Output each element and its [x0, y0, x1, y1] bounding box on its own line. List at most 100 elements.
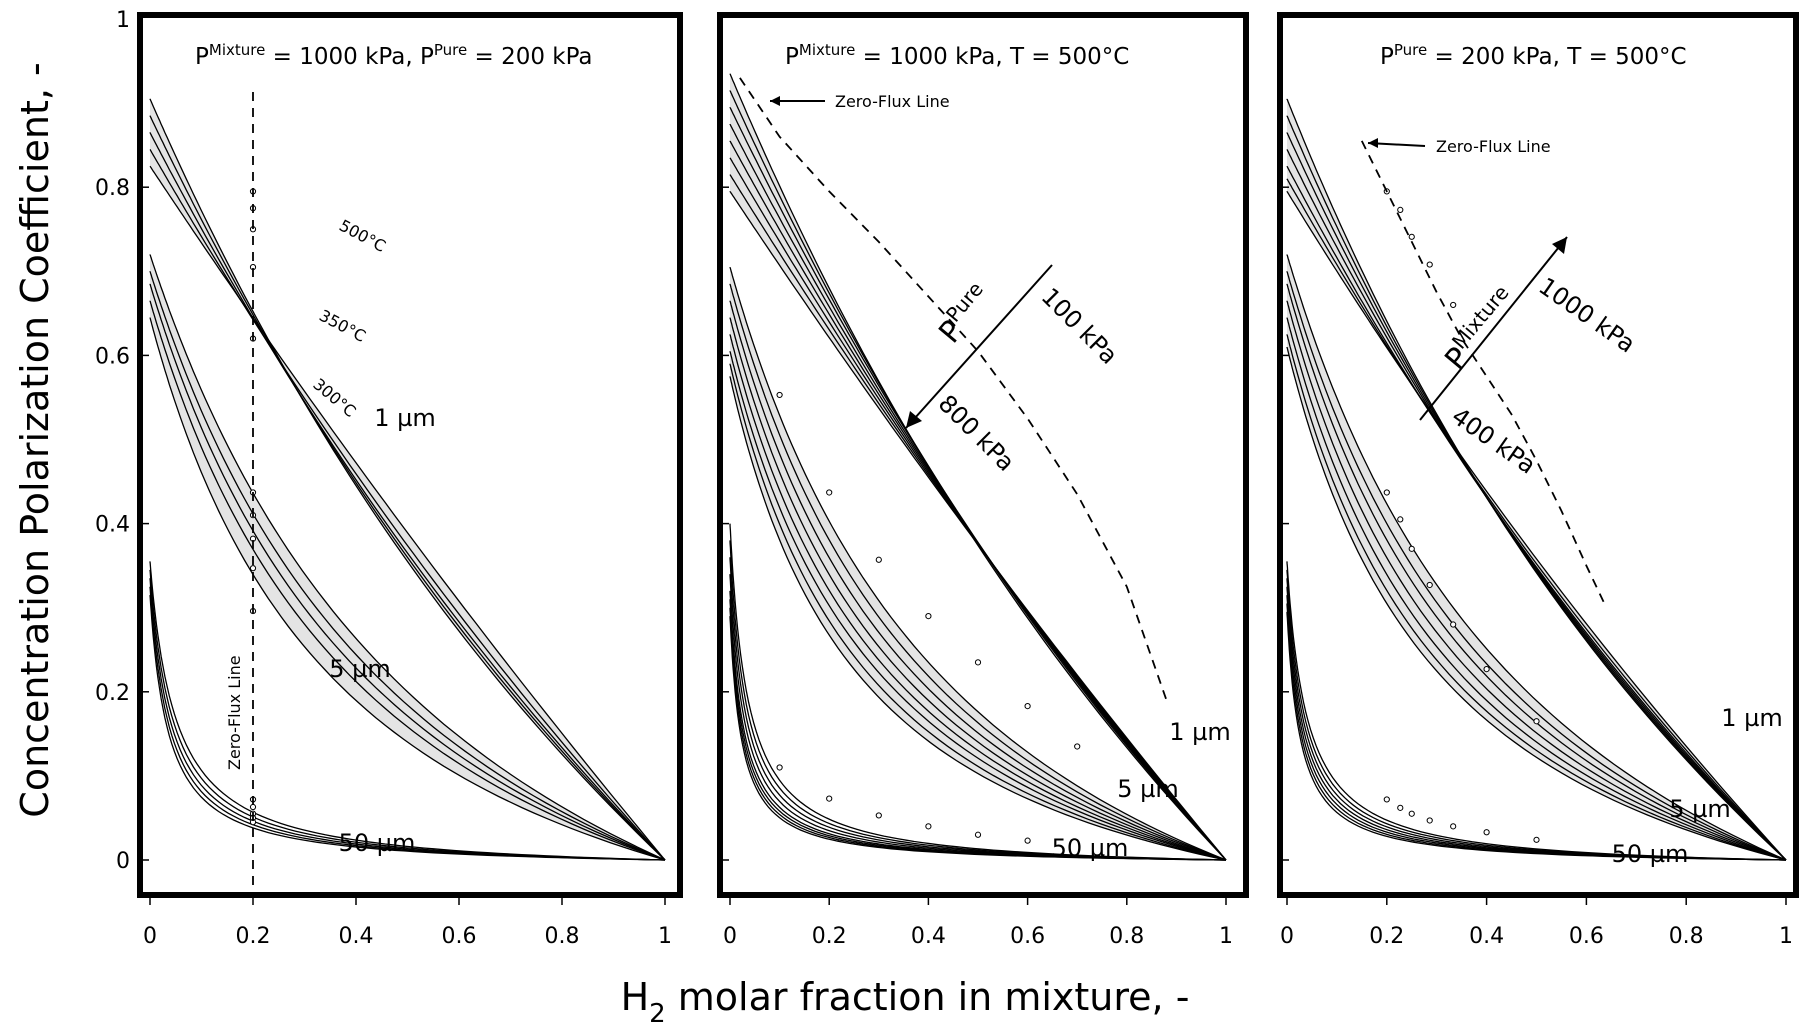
panels: Zero-Flux Line 0 0.2 0.4 0.6 0.8 1 0 0.2 0.4 0.6 0.… [95, 8, 1799, 949]
series-line [729, 73, 1227, 861]
pressure-arrow [1419, 236, 1568, 421]
series-line [149, 300, 666, 861]
arrow-head [906, 411, 922, 428]
panel-title-part: P [195, 44, 209, 70]
data-point [1024, 837, 1031, 844]
panel-title-part: P [785, 44, 799, 70]
data-point [1450, 621, 1457, 628]
series-line [1286, 271, 1787, 861]
data-point [1533, 718, 1540, 725]
series-line [729, 174, 1227, 861]
x-tick-label: 0.8 [1109, 924, 1144, 949]
panel-2: 0 0.2 0.4 0.6 0.8 1 PMixture = 1000 kPa, T = 5… [717, 12, 1249, 949]
x-tick-label: 1 [1219, 924, 1233, 949]
curve-group-1 [729, 73, 1227, 861]
series-line [1286, 191, 1787, 861]
data-point [974, 831, 982, 838]
series-line [149, 283, 666, 861]
data-point [1426, 817, 1433, 824]
series-line [1286, 317, 1787, 861]
x-axis-title-part-3: molar fraction in mixture, - [666, 975, 1190, 1019]
panel-title-part: = 1000 kPa, P [265, 44, 434, 70]
pressure-range-end: 800 kPa [933, 389, 1020, 476]
y-tick-label: 0.8 [95, 176, 130, 201]
x-tick-label: 0.6 [1569, 924, 1604, 949]
data-point [1450, 823, 1457, 830]
curve-group-label: 5 µm [1669, 795, 1731, 823]
curve-group-1 [1286, 98, 1787, 861]
data-point [1383, 796, 1390, 803]
data-point [776, 764, 783, 771]
y-tick-label: 1 [116, 8, 130, 33]
panel-title: PMixture = 1000 kPa, T = 500°C [785, 41, 1129, 70]
curve-group-label: 50 µm [1052, 834, 1129, 862]
data-point [826, 795, 833, 802]
data-point [1450, 301, 1457, 309]
data-point [776, 391, 783, 399]
panel-frame [137, 12, 683, 898]
curve-group-label: 1 µm [374, 404, 436, 432]
data-point [974, 659, 982, 666]
curve-group-1 [149, 98, 666, 861]
data-point [925, 823, 932, 830]
data-point [1533, 836, 1540, 843]
zero-flux-label: Zero-Flux Line [835, 92, 950, 111]
zero-flux-label: Zero-Flux Line [1436, 137, 1551, 156]
data-point [1483, 829, 1490, 836]
arrow-head [1552, 237, 1567, 254]
zero-flux-line [739, 77, 1168, 701]
data-point [875, 556, 882, 563]
series-line [729, 90, 1227, 861]
curve-group-label: 1 µm [1169, 718, 1231, 746]
panel-frame [1277, 12, 1799, 898]
x-tick-label: 0.4 [339, 924, 374, 949]
arrow-head [1368, 138, 1378, 148]
series-line [1286, 334, 1787, 861]
data-point [1397, 804, 1404, 811]
curve-group-2 [729, 267, 1227, 861]
panel-title-part: Pure [434, 41, 467, 59]
panel-title-part: Pure [1394, 41, 1427, 59]
curve-group-2 [1286, 254, 1787, 861]
series-line [149, 254, 666, 861]
series-line [149, 595, 666, 861]
series-line [1286, 283, 1787, 861]
panel-title-part: = 1000 kPa, T = 500°C [855, 44, 1129, 70]
x-tick-label: 0 [723, 924, 737, 949]
panel-title-part: Mixture [799, 41, 855, 59]
panel-3: 0 0.2 0.4 0.6 0.8 1 PPure = 200 kPa, T = 500°C… [1277, 12, 1799, 949]
curve-group-3 [149, 561, 666, 861]
data-point [1426, 581, 1433, 589]
y-tick-label: 0.2 [95, 681, 130, 706]
series-line [729, 283, 1227, 861]
data-point [875, 812, 882, 819]
temperature-label: 350°C [316, 306, 369, 346]
curve-group-label: 5 µm [329, 655, 391, 683]
pressure-arrow [905, 264, 1053, 429]
x-tick-label: 1 [658, 924, 672, 949]
panel-title: PMixture = 1000 kPa, PPure = 200 kPa [195, 41, 593, 70]
pressure-range-start: 1000 kPa [1534, 272, 1641, 358]
series-line [1286, 149, 1787, 861]
x-tick-label: 0.6 [1010, 924, 1045, 949]
data-point [1483, 665, 1490, 673]
data-point [249, 803, 257, 811]
x-tick-label: 0.8 [545, 924, 580, 949]
series-line [149, 165, 666, 861]
panel-title: PPure = 200 kPa, T = 500°C [1380, 41, 1687, 70]
series-line [149, 271, 666, 861]
series-line [729, 317, 1227, 861]
data-point [1408, 545, 1415, 552]
series-line [729, 363, 1227, 861]
series-line [1286, 254, 1787, 861]
panel-frame [717, 12, 1249, 898]
curve-group-label: 50 µm [339, 829, 416, 857]
series-line [729, 157, 1227, 861]
data-point [1408, 233, 1415, 240]
x-tick-label: 0 [1280, 924, 1294, 949]
x-tick-label: 1 [1779, 924, 1793, 949]
y-tick-label: 0.6 [95, 344, 130, 369]
data-point [1074, 743, 1081, 750]
temperature-label: 500°C [336, 216, 389, 256]
panel-1: Zero-Flux Line 0 0.2 0.4 0.6 0.8 1 0 0.2 0.4 0.6 0.… [95, 8, 683, 949]
